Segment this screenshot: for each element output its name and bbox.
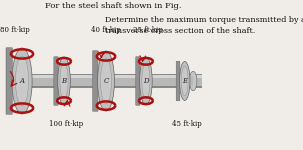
Ellipse shape bbox=[58, 57, 70, 105]
Text: For the steel shaft shown in Fig.: For the steel shaft shown in Fig. bbox=[45, 2, 181, 10]
Text: 25 ft·kip: 25 ft·kip bbox=[133, 26, 163, 34]
Text: 40 ft·kip: 40 ft·kip bbox=[91, 26, 121, 34]
Bar bbox=[8, 74, 201, 88]
Bar bbox=[190, 76, 193, 86]
Text: B: B bbox=[62, 77, 67, 85]
Ellipse shape bbox=[98, 51, 115, 111]
Ellipse shape bbox=[181, 66, 188, 96]
Text: C: C bbox=[103, 77, 109, 85]
FancyBboxPatch shape bbox=[54, 57, 58, 105]
Text: A: A bbox=[19, 77, 25, 85]
FancyBboxPatch shape bbox=[93, 51, 98, 111]
Ellipse shape bbox=[142, 63, 150, 99]
Ellipse shape bbox=[189, 71, 197, 91]
FancyBboxPatch shape bbox=[136, 57, 140, 105]
Ellipse shape bbox=[12, 48, 32, 114]
FancyBboxPatch shape bbox=[6, 48, 12, 114]
Ellipse shape bbox=[179, 61, 190, 100]
Bar bbox=[8, 76, 201, 86]
Ellipse shape bbox=[140, 57, 152, 105]
Text: Determine the maximum torque transmitted by any
transverse cross section of the : Determine the maximum torque transmitted… bbox=[105, 16, 303, 35]
Text: 100 ft·kip: 100 ft·kip bbox=[49, 120, 84, 129]
Text: D: D bbox=[143, 77, 149, 85]
Bar bbox=[8, 75, 201, 78]
Text: 80 ft·kip: 80 ft·kip bbox=[0, 26, 30, 34]
Text: 45 ft·kip: 45 ft·kip bbox=[172, 120, 202, 129]
FancyBboxPatch shape bbox=[176, 61, 180, 101]
Ellipse shape bbox=[60, 63, 68, 99]
Ellipse shape bbox=[15, 56, 28, 106]
Text: E: E bbox=[182, 77, 187, 85]
Ellipse shape bbox=[101, 58, 112, 104]
